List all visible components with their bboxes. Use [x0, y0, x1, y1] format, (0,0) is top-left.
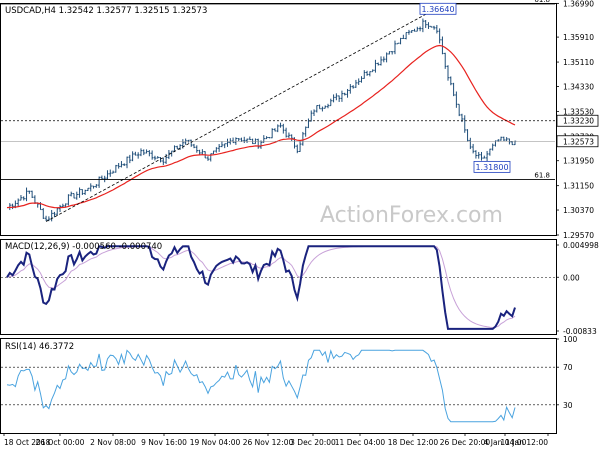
time-axis-tick-label: 18 Dec 12:00 — [388, 438, 439, 447]
low-annotation-box — [473, 160, 511, 173]
rsi-axis-tick-label: 70 — [563, 363, 573, 372]
price-axis-tick-label: 1.31950 — [563, 157, 594, 166]
price-axis-tick-label: 1.35110 — [563, 58, 594, 67]
time-axis-tick-label: 19 Nov 04:00 — [190, 438, 241, 447]
level-price-marker-label: 1.33230 — [563, 117, 594, 126]
macd-axis-tick-label: -0.00833 — [563, 327, 597, 336]
rsi-line — [6, 349, 516, 423]
macd-axis-tick-label: 0.00 — [563, 273, 580, 282]
rsi-axis-tick-label: 100 — [563, 335, 578, 344]
low-annotation-label: 1.31800 — [475, 163, 508, 172]
price-panel-title: USDCAD,H4 1.32542 1.32577 1.32515 1.3257… — [5, 6, 207, 16]
fibonacci-level-label: 61.8 — [534, 0, 550, 4]
time-axis-tick-label: 18 Oct 2018 — [4, 438, 51, 447]
price-axis-tick-label: 1.30370 — [563, 206, 594, 215]
rsi-axis-tick-label: 30 — [563, 401, 573, 410]
trend-line[interactable] — [45, 13, 426, 222]
current-price-marker-box — [556, 135, 599, 148]
price-axis-tick-label: 1.35910 — [563, 33, 594, 42]
price-axis-tick-label: 1.29570 — [563, 231, 594, 240]
macd-panel-title: MACD(12,26,9) -0.000560 -0.000740 — [5, 242, 162, 252]
high-annotation-box — [419, 2, 457, 15]
fibonacci-level-label: 61.8 — [534, 171, 550, 179]
price-axis-tick-label: 1.33530 — [563, 107, 594, 116]
time-axis-tick-label: 9 Nov 16:00 — [141, 438, 187, 447]
time-axis-tick-label: 11 Dec 04:00 — [335, 438, 386, 447]
price-axis-tick-label: 1.36990 — [563, 0, 594, 8]
macd-line — [6, 244, 516, 330]
price-axis-tick-label: 1.31150 — [563, 182, 594, 191]
price-axis-tick-label: 1.34330 — [563, 82, 594, 91]
current-price-marker-label: 1.32573 — [563, 137, 594, 146]
level-price-marker-box — [556, 114, 599, 127]
macd-axis-tick-label: 0.004998 — [563, 241, 599, 250]
time-axis-tick-label: 11 Jan 12:00 — [501, 438, 549, 447]
time-axis-tick-label: 2 Nov 08:00 — [90, 438, 136, 447]
time-axis-tick-label: 26 Oct 00:00 — [36, 438, 85, 447]
time-axis-tick-label: 26 Dec 20:00 — [440, 438, 491, 447]
rsi-panel-frame — [0, 338, 557, 434]
rsi-panel-title: RSI(14) 46.3772 — [5, 342, 74, 352]
macd-panel-frame — [0, 239, 557, 335]
time-axis-tick-label: 4 Jan 04:00 — [484, 438, 527, 447]
price-panel-frame — [0, 3, 557, 236]
high-annotation-label: 1.36640 — [421, 5, 454, 14]
time-axis-tick-label: 26 Nov 12:00 — [243, 438, 294, 447]
watermark: ActionForex.com — [320, 203, 503, 228]
moving-average-line — [6, 44, 516, 209]
time-axis-tick-label: 3 Dec 20:00 — [290, 438, 336, 447]
